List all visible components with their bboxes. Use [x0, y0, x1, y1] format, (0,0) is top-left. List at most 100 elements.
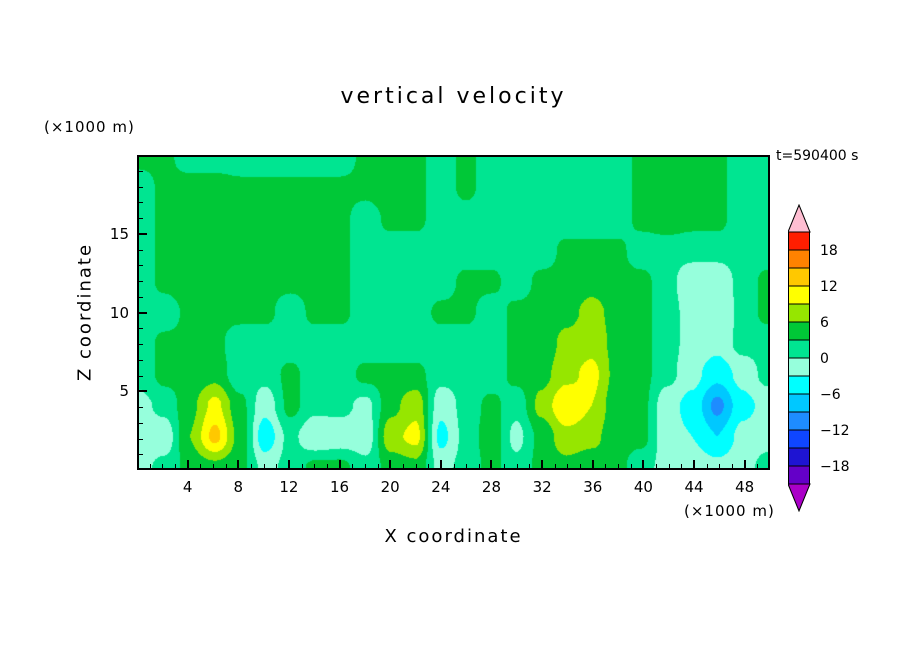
z-minor-tick: [139, 422, 143, 424]
x-minor-tick: [225, 464, 227, 468]
x-minor-tick: [314, 464, 316, 468]
colorbar-segment: [788, 447, 810, 467]
x-major-tick: [186, 460, 189, 468]
x-axis-unit-label: (×1000 m): [684, 502, 775, 520]
z-minor-tick: [139, 375, 143, 377]
x-axis-title: X coordinate: [384, 526, 523, 547]
x-major-tick: [541, 460, 544, 468]
colorbar-label: −12: [820, 423, 850, 439]
x-minor-tick: [732, 464, 734, 468]
x-tick-label: 36: [583, 478, 603, 496]
colorbar: 18 12 6 0 −6 −12 −18: [787, 203, 858, 516]
x-minor-tick: [276, 464, 278, 468]
x-minor-tick: [580, 464, 582, 468]
colorbar-label: 18: [820, 243, 838, 259]
x-minor-tick: [706, 464, 708, 468]
z-minor-tick: [139, 265, 143, 267]
x-minor-tick: [364, 464, 366, 468]
x-major-tick: [389, 460, 392, 468]
x-minor-tick: [656, 464, 658, 468]
x-minor-tick: [719, 464, 721, 468]
x-minor-tick: [415, 464, 417, 468]
x-tick-label: 44: [684, 478, 704, 496]
x-tick-label: 28: [481, 478, 502, 496]
z-major-tick: [139, 232, 147, 235]
z-minor-tick: [139, 202, 143, 204]
x-tick-label: 40: [633, 478, 653, 496]
colorbar-label: −18: [820, 459, 850, 475]
x-minor-tick: [668, 464, 670, 468]
x-minor-tick: [529, 464, 531, 468]
x-minor-tick: [618, 464, 620, 468]
x-major-tick: [338, 460, 341, 468]
x-tick-label: 8: [233, 478, 244, 496]
x-minor-tick: [630, 464, 632, 468]
z-minor-tick: [139, 218, 143, 219]
x-minor-tick: [605, 464, 607, 468]
x-tick-label: 48: [735, 478, 755, 496]
x-major-tick: [287, 460, 290, 468]
colorbar-svg: 18 12 6 0 −6 −12 −18: [787, 203, 850, 513]
colorbar-segment: [788, 249, 810, 269]
colorbar-segment: [788, 375, 810, 395]
x-major-tick: [490, 460, 493, 468]
colorbar-bottom-arrow: [787, 483, 811, 513]
x-major-tick: [591, 460, 594, 468]
colorbar-label: 12: [820, 279, 838, 295]
z-minor-tick: [139, 359, 143, 361]
plot-area: [137, 155, 770, 470]
z-minor-tick: [139, 296, 143, 298]
colorbar-segment: [788, 321, 810, 341]
z-axis-unit-label: (×1000 m): [44, 118, 135, 136]
z-tick-label: 10: [109, 303, 129, 322]
x-minor-tick: [428, 464, 430, 468]
x-minor-tick: [516, 464, 518, 468]
x-tick-label: 4: [182, 478, 193, 496]
colorbar-segment: [788, 303, 810, 323]
x-minor-tick: [149, 464, 151, 468]
x-major-tick: [743, 460, 746, 468]
x-minor-tick: [504, 464, 506, 468]
z-minor-tick: [139, 170, 143, 172]
x-minor-tick: [301, 464, 303, 468]
x-minor-tick: [466, 464, 468, 468]
colorbar-label: −6: [820, 387, 841, 403]
x-minor-tick: [377, 464, 379, 468]
colorbar-segment: [788, 393, 810, 413]
chart-title: vertical velocity: [340, 84, 567, 109]
x-minor-tick: [478, 464, 480, 468]
x-major-tick: [237, 460, 240, 468]
colorbar-label: 6: [820, 315, 829, 331]
x-tick-label: 24: [431, 478, 451, 496]
colorbar-top-arrow: [787, 203, 811, 233]
contour-field-canvas: [139, 157, 768, 468]
x-minor-tick: [162, 464, 164, 468]
x-minor-tick: [174, 464, 176, 468]
colorbar-label: 0: [820, 351, 829, 367]
colorbar-segment: [788, 339, 810, 359]
x-minor-tick: [567, 464, 569, 468]
x-minor-tick: [200, 464, 202, 468]
colorbar-segment: [788, 429, 810, 449]
colorbar-segment: [788, 267, 810, 287]
colorbar-segment: [788, 285, 810, 305]
z-minor-tick: [139, 249, 143, 251]
z-minor-tick: [139, 186, 143, 188]
z-major-tick: [139, 390, 147, 393]
x-minor-tick: [453, 464, 455, 468]
z-minor-tick: [139, 407, 143, 408]
z-minor-tick: [139, 454, 143, 456]
z-minor-tick: [139, 281, 143, 282]
x-tick-label: 32: [532, 478, 552, 496]
x-minor-tick: [263, 464, 265, 468]
time-annotation: t=590400 s: [776, 148, 859, 164]
z-minor-tick: [139, 344, 143, 345]
colorbar-segment: [788, 465, 810, 485]
x-major-tick: [642, 460, 645, 468]
x-major-tick: [693, 460, 696, 468]
x-tick-label: 16: [330, 478, 350, 496]
colorbar-segment: [788, 357, 810, 377]
x-minor-tick: [352, 464, 354, 468]
x-tick-label: 20: [380, 478, 400, 496]
